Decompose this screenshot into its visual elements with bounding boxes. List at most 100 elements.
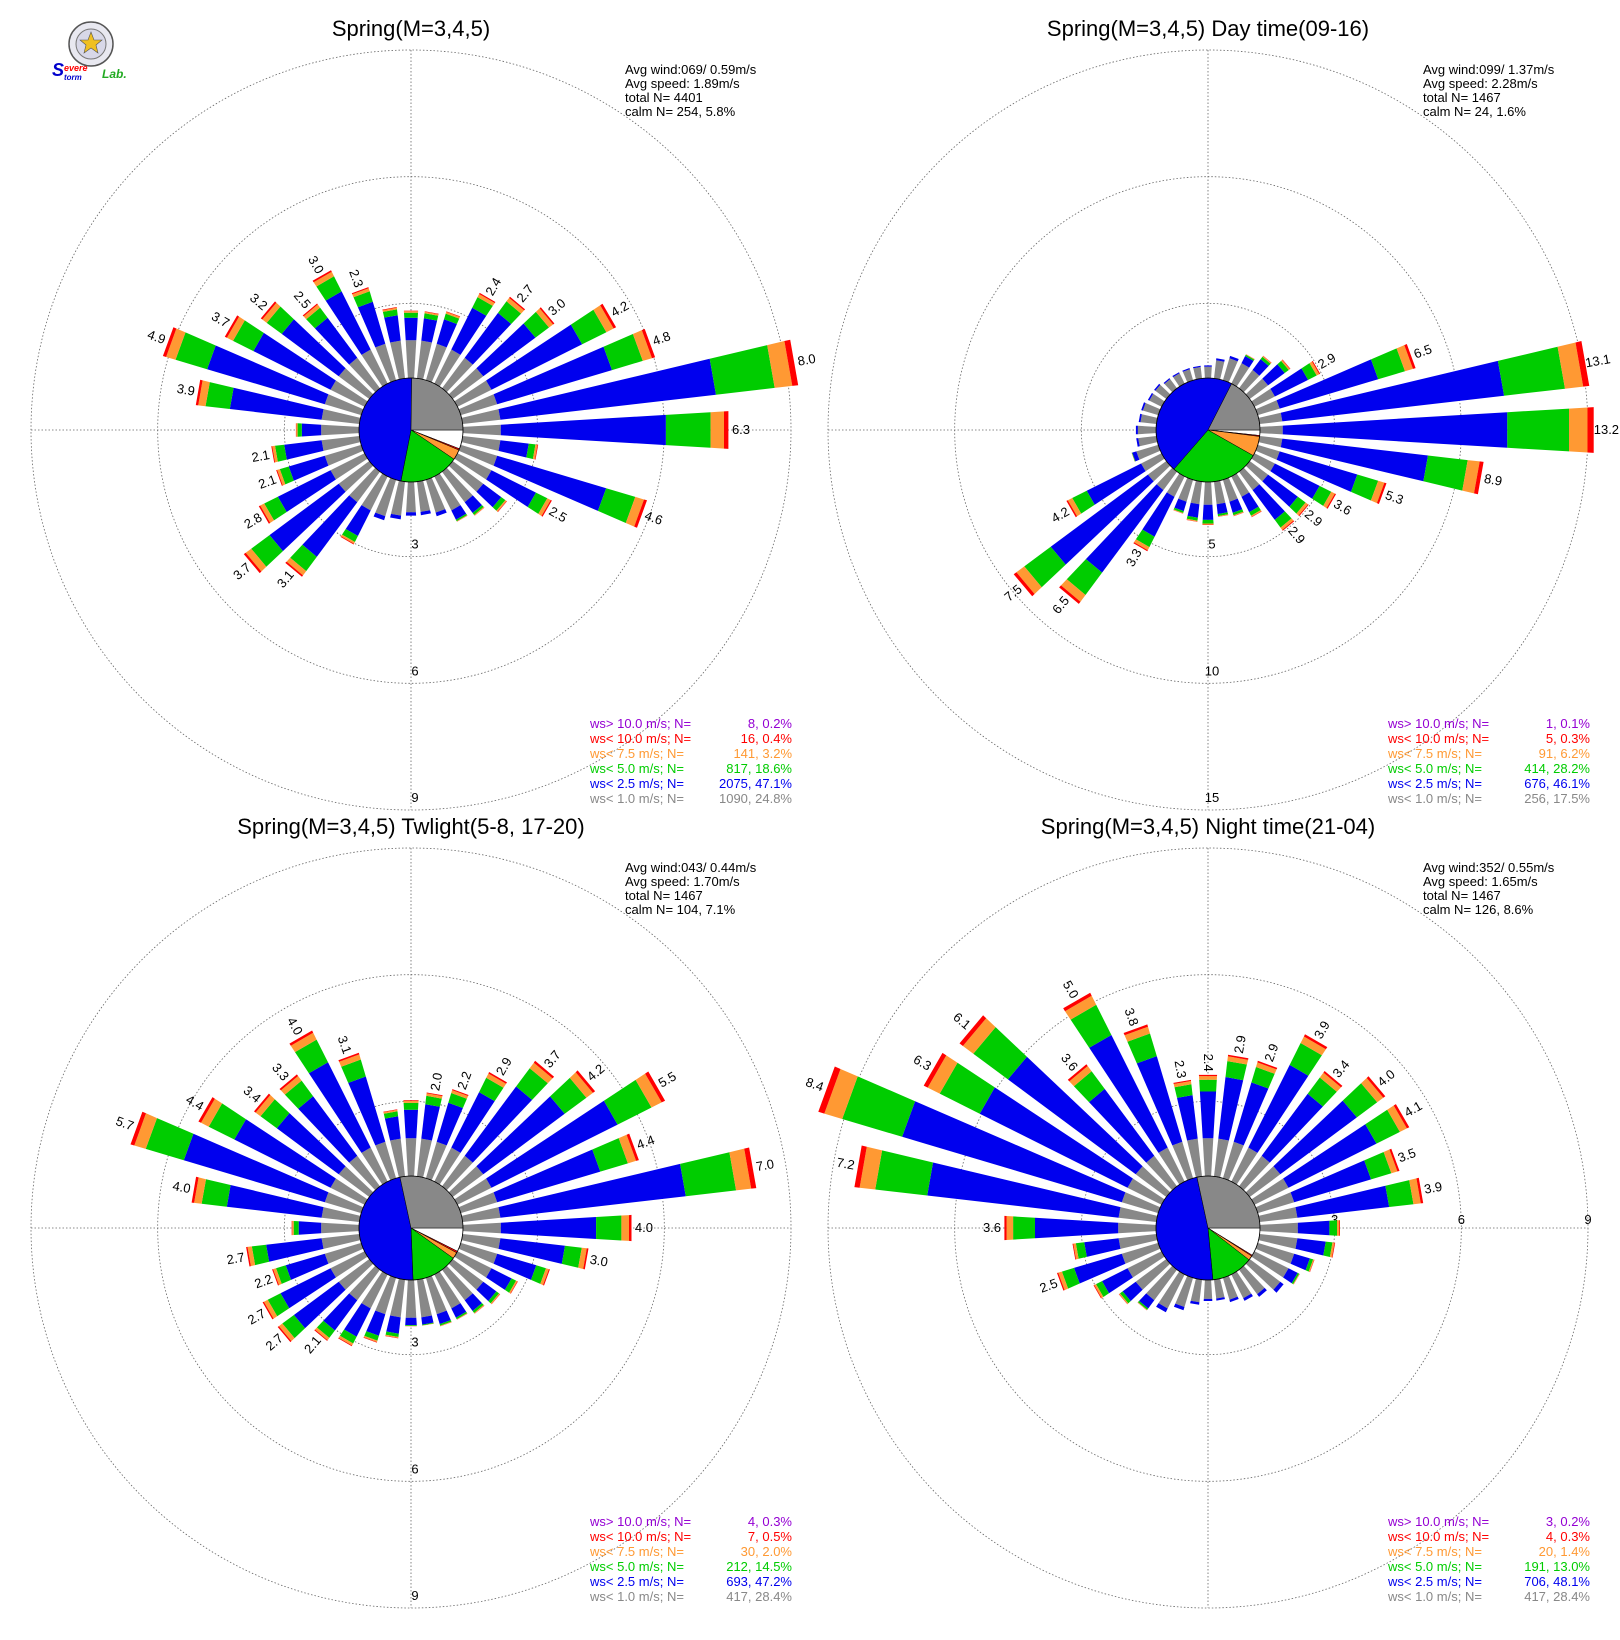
wind-bar-segment [446,311,461,317]
legend-label: ws< 1.0 m/s; N= [589,1589,684,1604]
wind-bar-segment [1474,461,1484,495]
legend-value: 5, 0.3% [1546,731,1591,746]
wind-bar-segment [316,1320,335,1338]
wind-bar-segment [476,323,536,377]
wind-bar-segment [1137,1300,1149,1310]
wind-bar-segment [289,1030,314,1046]
wind-bar-segment [531,1265,546,1284]
wind-bar-segment [1383,1149,1398,1174]
wind-bar-segment [246,1246,251,1267]
wind-bar-segment [1214,360,1225,380]
wind-bar-segment [145,1118,194,1161]
legend-value: 417, 28.4% [726,1589,792,1604]
wind-bar-segment [509,1280,518,1294]
wind-bar-segment [1404,344,1416,369]
wind-bar-segment [1233,512,1244,517]
wind-bar-segment [421,1315,434,1325]
panel-title: Spring(M=3,4,5) Twlight(5-8, 17-20) [237,814,584,839]
wind-bar-segment [1190,1278,1202,1303]
calm-circle [358,1175,464,1281]
wind-bar-segment [477,294,495,306]
wind-bar-segment [488,1291,500,1304]
wind-bar-segment [386,1315,401,1334]
legend-label: ws> 10.0 m/s; N= [1387,716,1489,731]
legend-label: ws< 7.5 m/s; N= [589,746,684,761]
legend-label: ws< 1.0 m/s; N= [589,791,684,806]
legend-label: ws< 10.0 m/s; N= [589,1529,691,1544]
wind-bar-segment [474,506,485,516]
wind-bar-segment [353,291,373,308]
wind-bar-segment [1252,484,1285,520]
wind-bar-segment [436,1102,463,1146]
bar-value-label: 3.4 [1329,1057,1352,1080]
wind-bar-segment [1282,359,1291,370]
wind-bar-segment [301,423,322,437]
wind-bar-segment [506,297,525,314]
wind-bar-segment [162,327,177,357]
logo-word-lab: Lab. [102,67,127,81]
wind-bar-segment [323,1293,358,1331]
wind-bar-segment [1351,474,1379,501]
wind-bar-segment [226,316,245,341]
wind-bar-segment [603,334,643,371]
wind-bar-segment [578,1247,587,1269]
wind-bar-segment [290,1032,317,1053]
wind-bar-segment [1233,1082,1269,1146]
wind-bar-segment [1173,1303,1185,1311]
wind-bar-segment [243,552,262,574]
wind-bar-segment [284,440,324,460]
wind-bar-segment [234,1119,336,1188]
wind-bar-segment [183,1133,329,1203]
wind-bar-segment [1319,1072,1341,1092]
wind-bar-segment [526,443,536,459]
wind-bar-segment [533,1060,555,1079]
wind-bar-segment [405,512,417,516]
wind-bar-segment [352,288,370,298]
wind-bar-segment [423,313,439,321]
legend-label: ws< 7.5 m/s; N= [1387,1544,1482,1559]
wind-bar-segment [1255,1242,1295,1264]
wind-bar-segment [1339,1220,1340,1236]
wind-bar-segment [424,311,439,316]
wind-bar-segment [479,292,496,303]
wind-rose-panel-1: Spring(M=3,4,5) 3 6 9 2.4 2.7 3.0 4.2 4.8 8.0 6.3 4… [30,16,817,811]
wind-bar-segment [195,379,203,406]
wind-bar-segment [442,1155,473,1191]
wind-bar-segment [535,308,554,328]
wind-bar-segment [1233,511,1244,516]
bar-value-label: 4.0 [284,1014,306,1037]
wind-bar-segment [434,349,461,387]
stat-line: calm N= 254, 5.8% [625,104,736,119]
bar-value-label: 5.5 [656,1068,679,1090]
wind-bar-segment [1309,361,1320,376]
wind-bar-segment [1396,345,1413,372]
wind-bar-segment [476,1096,565,1175]
wind-bar-segment [1164,379,1177,393]
bar-value-label: 2.1 [301,1333,324,1356]
wind-bar-segment [1093,1285,1102,1299]
wind-bar-segment [462,424,501,436]
stat-line: total N= 1467 [1423,888,1501,903]
wind-bar-segment [498,358,716,420]
wind-bar-segment [342,529,358,542]
wind-bar-segment [1256,1062,1277,1074]
bar-value-label: 2.3 [346,267,366,289]
legend-value: 8, 0.2% [748,716,793,731]
bar-value-label: 2.9 [1285,523,1308,546]
bar-value-label: 4.2 [608,298,631,320]
stat-line: total N= 1467 [625,888,703,903]
panel-title: Spring(M=3,4,5) Day time(09-16) [1047,16,1369,41]
legend-value: 676, 46.1% [1524,776,1590,791]
wind-bar-segment [1273,1100,1357,1175]
wind-bar-segment [1198,1074,1218,1077]
bar-value-label: 8.0 [796,351,816,369]
wind-bar-segment [1187,502,1200,518]
wind-bar-segment [1291,1272,1300,1285]
wind-bar-segment [540,1268,549,1286]
wind-bar-segment [1132,451,1140,462]
wind-bar-segment [1187,1138,1202,1178]
ring-label: 9 [411,1588,418,1603]
wind-bar-segment [1066,559,1103,595]
wind-bar-segment [451,307,487,355]
wind-bar-segment [1218,514,1229,517]
